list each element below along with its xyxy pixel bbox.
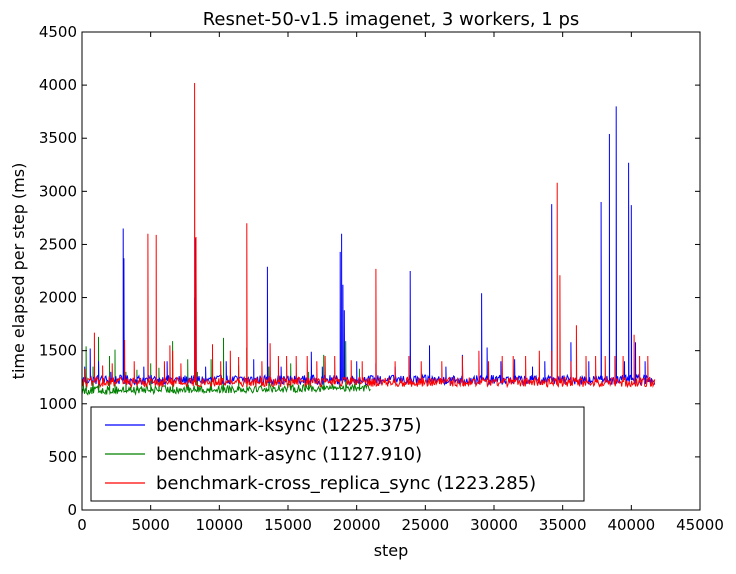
y-axis-label: time elapsed per step (ms): [9, 163, 28, 380]
y-tick-label-4: 2000: [39, 289, 77, 307]
y-tick-label-7: 3500: [39, 129, 77, 147]
y-tick-label-2: 1000: [39, 395, 77, 413]
series-line-2: [81, 82, 656, 389]
legend: benchmark-ksync (1225.375) benchmark-asyn…: [90, 406, 585, 502]
y-tick-label-9: 4500: [39, 23, 77, 41]
axes: 0 5000 10000 15000 20000 25000 30000 35000 40000…: [39, 23, 724, 534]
x-tick-label-8: 40000: [607, 516, 655, 534]
y-tick-label-5: 2500: [39, 235, 77, 253]
x-axis-label: step: [374, 541, 409, 560]
plot-series: [81, 82, 656, 396]
x-tick-label-7: 35000: [539, 516, 587, 534]
y-tick-label-8: 4000: [39, 76, 77, 94]
y-tick-label-1: 500: [48, 448, 77, 466]
x-tick-label-0: 0: [77, 516, 87, 534]
x-tick-label-6: 30000: [470, 516, 518, 534]
plot-frame: [81, 31, 701, 511]
series-line-1: [81, 336, 371, 396]
x-tick-label-4: 20000: [333, 516, 381, 534]
y-tick-label-3: 1500: [39, 342, 77, 360]
y-tick-label-6: 3000: [39, 182, 77, 200]
x-tick-label-9: 45000: [676, 516, 724, 534]
x-tick-label-1: 5000: [132, 516, 170, 534]
chart-title: Resnet-50-v1.5 imagenet, 3 workers, 1 ps: [203, 9, 580, 30]
legend-label-0: benchmark-ksync (1225.375): [156, 415, 422, 436]
legend-label-2: benchmark-cross_replica_sync (1223.285): [156, 473, 536, 494]
legend-box: [90, 406, 585, 502]
x-tick-label-5: 25000: [401, 516, 449, 534]
y-tick-label-0: 0: [67, 501, 77, 519]
x-tick-label-2: 10000: [195, 516, 243, 534]
x-tick-label-3: 15000: [264, 516, 312, 534]
legend-label-1: benchmark-async (1127.910): [156, 444, 422, 465]
